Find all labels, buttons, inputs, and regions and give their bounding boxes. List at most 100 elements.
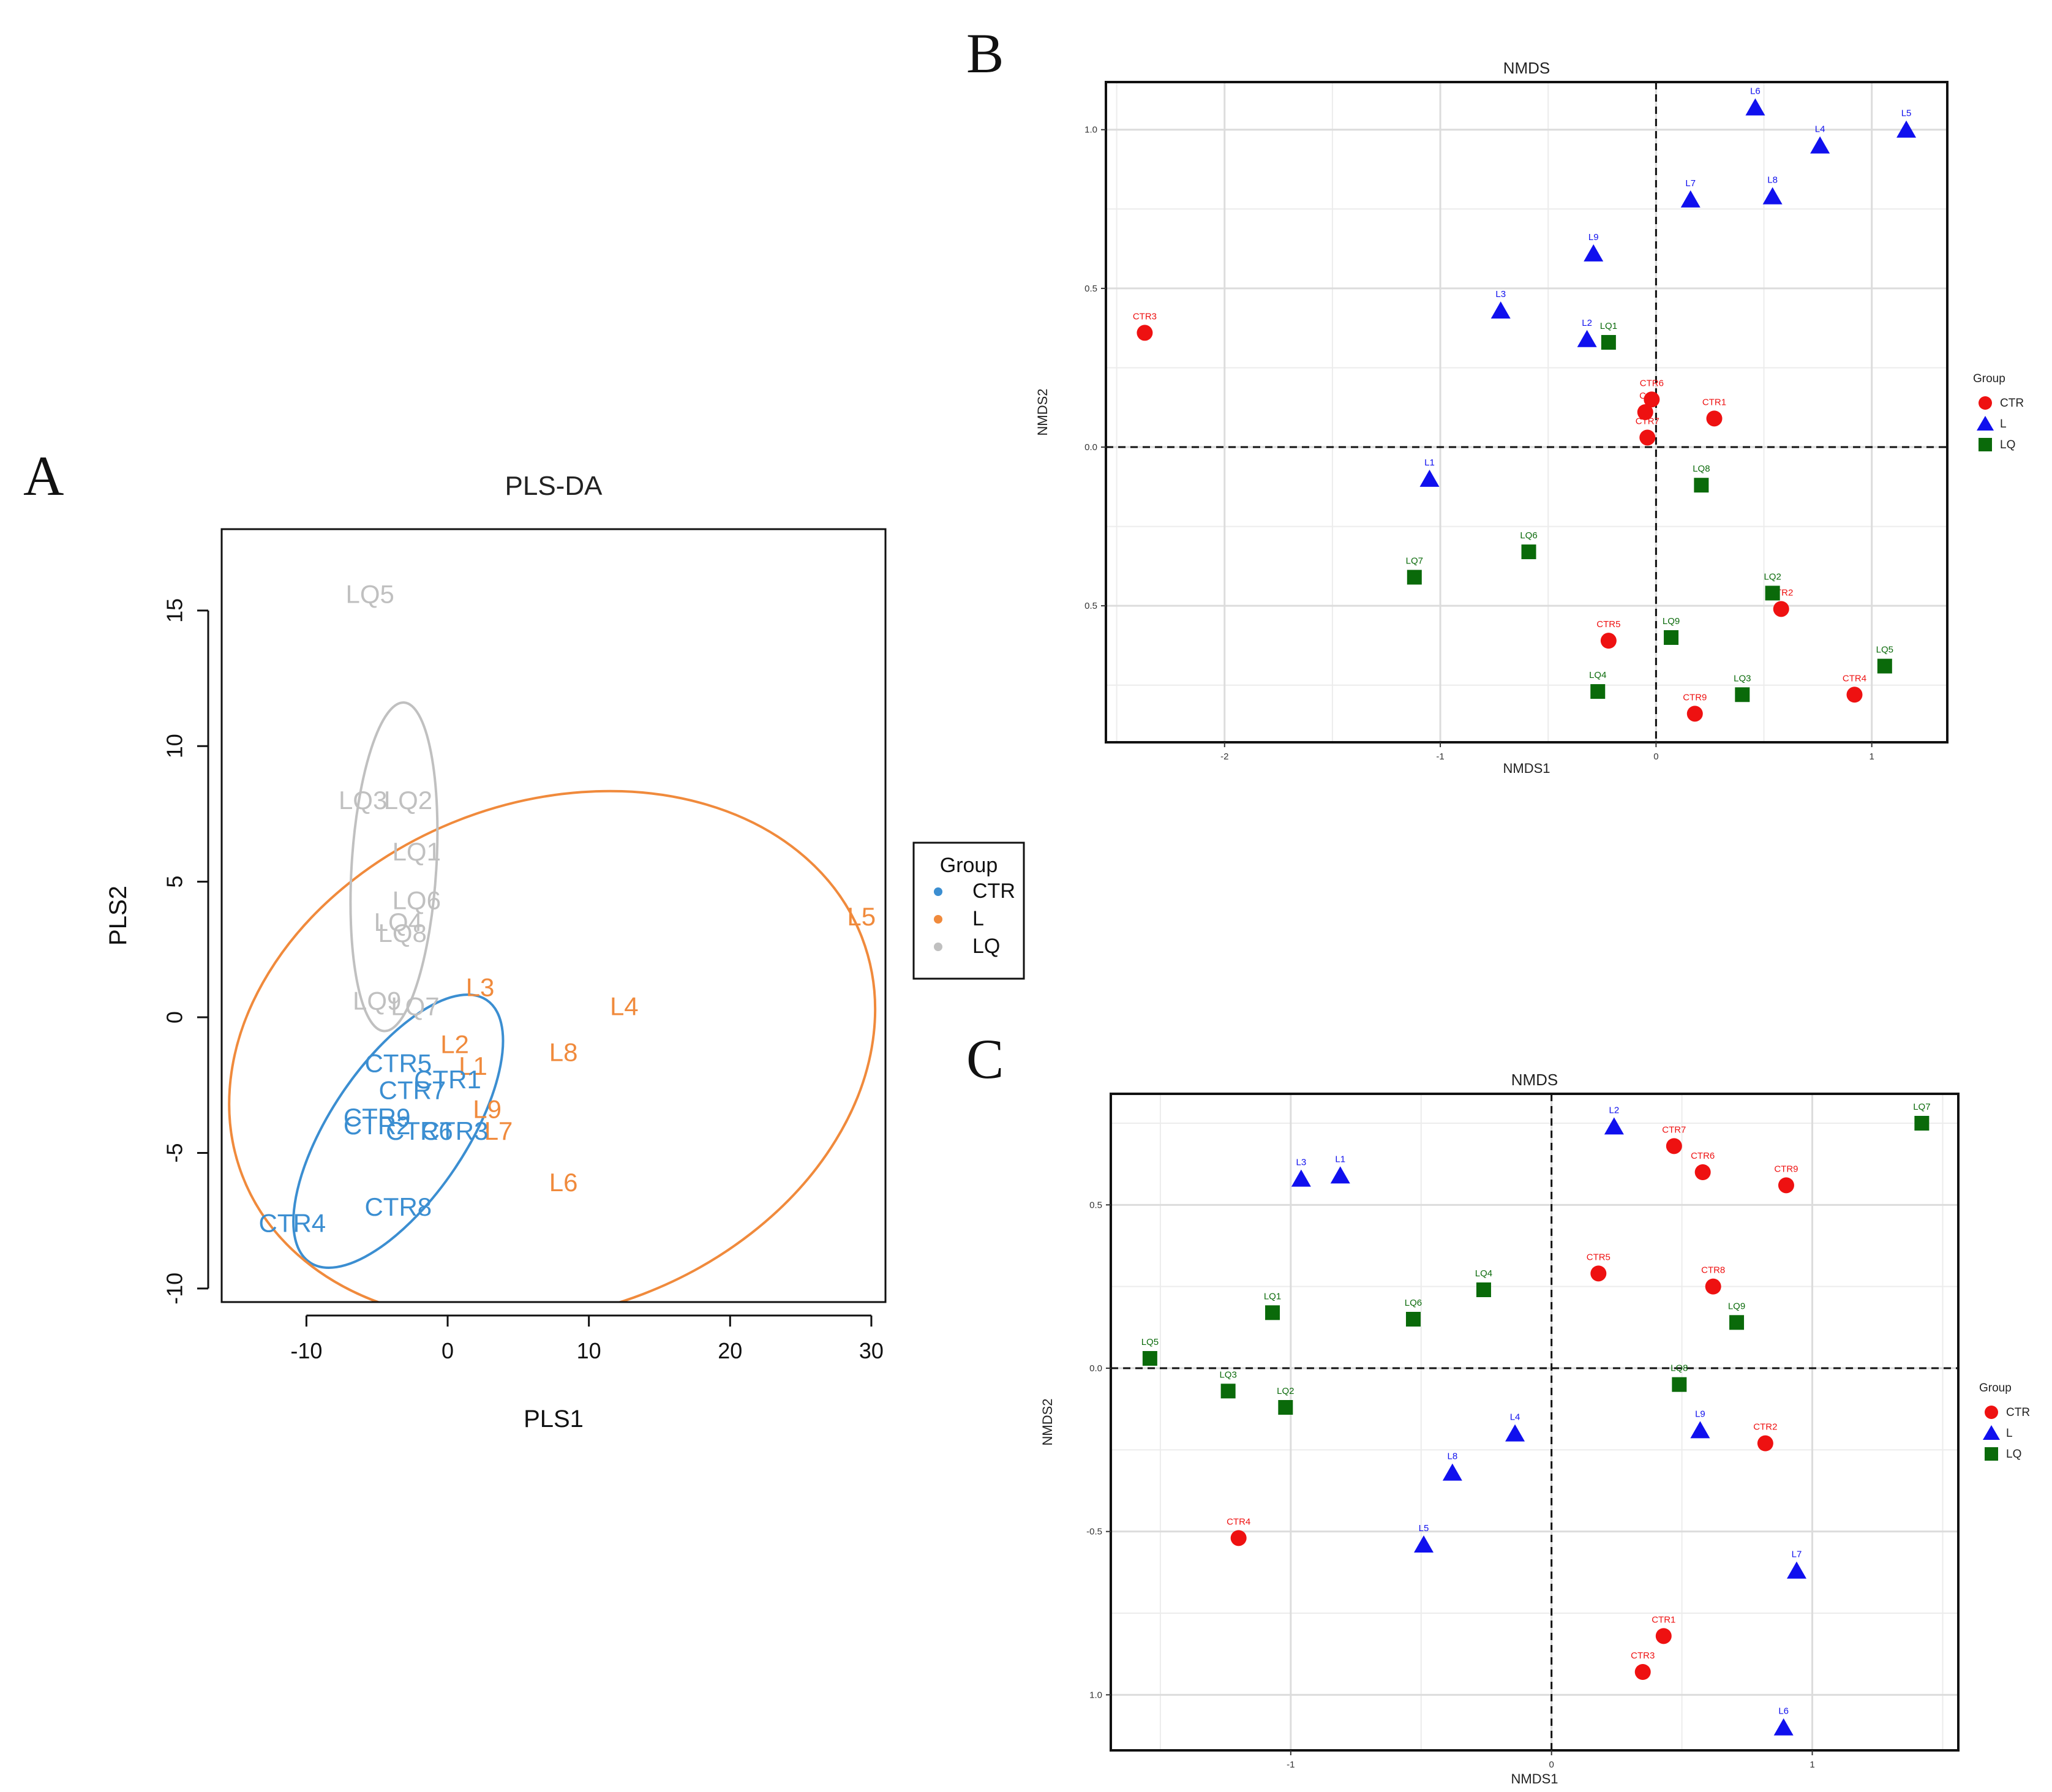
y-axis-title: NMDS2 [1035,388,1050,435]
legend-label-ctr: CTR [972,879,1015,903]
y-tick-label: 0.5 [1084,284,1097,294]
data-point-lq1 [1601,334,1616,350]
data-point-l9 [1584,244,1604,262]
data-point-ctr3 [1634,1664,1651,1680]
data-point-l4 [1505,1424,1525,1442]
plot-frame-b [1105,81,1949,744]
point-label-l1: L1 [1335,1154,1345,1164]
data-point-ctr2 [1757,1435,1773,1451]
y-tick-label: 10 [162,734,187,758]
legend-marker-ctr [1985,1406,1998,1419]
point-label-l1: L1 [1424,457,1435,468]
data-point-l3 [1291,1169,1311,1187]
y-tick-label: 0.0 [1089,1363,1102,1374]
x-axis-title: NMDS1 [1503,761,1550,776]
legend-marker-l [1983,1425,2000,1440]
y-tick-label: 0.5 [1084,601,1097,611]
panel-letter-a: A [23,445,64,507]
point-label-lq3: LQ3 [339,786,387,815]
point-label-l6: L6 [549,1168,578,1197]
point-label-l4: L4 [1815,124,1825,135]
point-label-lq6: LQ6 [1520,530,1537,541]
x-tick-label: 0 [1653,751,1658,762]
point-label-lq9: LQ9 [1728,1301,1745,1311]
data-point-ctr7 [1639,429,1656,446]
y-tick-label: -0.5 [1086,1527,1102,1537]
data-point-lq9 [1729,1315,1745,1330]
point-label-lq1: LQ1 [393,837,441,866]
confidence-ellipse-lq [349,701,439,1033]
data-point-lq4 [1590,684,1606,699]
pls-da-plot: PLS-DALQ1LQ2LQ3LQ4LQ5LQ6LQ7LQ8LQ9L1L2L3L… [105,471,1025,1432]
point-label-lq9: LQ9 [353,986,401,1015]
legend-marker-lq [1985,1447,1998,1461]
data-point-lq3 [1220,1384,1236,1399]
legend-box-a [912,841,1025,980]
chart-title: NMDS [1503,59,1550,77]
y-tick-label: 1.0 [1084,125,1097,135]
point-label-l7: L7 [1685,178,1696,189]
data-point-l6 [1745,98,1765,116]
legend-marker-lq [1979,438,1992,451]
point-label-ctr7: CTR7 [1662,1124,1686,1135]
data-point-ctr7 [1666,1138,1682,1154]
point-label-l9: L9 [1588,232,1599,243]
data-point-ctr5 [1590,1265,1607,1282]
x-tick-label: 10 [577,1338,601,1363]
data-point-ctr9 [1778,1177,1794,1194]
point-label-l1: L1 [459,1052,487,1080]
legend-title: Group [1979,1382,2012,1395]
grid-c [1111,1094,1958,1750]
point-label-ctr4: CTR4 [1227,1516,1250,1527]
point-label-lq4: LQ4 [1589,670,1606,680]
point-label-l3: L3 [1495,289,1506,299]
data-point-lq1 [1265,1305,1280,1320]
point-label-l6: L6 [1750,86,1761,96]
point-label-lq4: LQ4 [1475,1268,1492,1279]
y-tick-label: 0.5 [1089,1200,1102,1210]
point-label-l7: L7 [484,1116,513,1145]
point-label-ctr6: CTR6 [1691,1151,1715,1161]
data-point-lq2 [1278,1400,1293,1415]
point-label-l2: L2 [440,1030,469,1058]
data-point-lq6 [1521,544,1536,560]
plot-frame-a [220,528,887,1303]
data-point-ctr1 [1655,1628,1672,1644]
point-label-lq9: LQ9 [1663,616,1680,627]
point-label-ctr4: CTR4 [1843,673,1866,683]
data-point-l9 [1690,1421,1710,1439]
point-label-ctr1: CTR1 [1652,1614,1675,1625]
data-point-l1 [1419,469,1440,487]
y-tick-label: -5 [162,1143,187,1162]
ellipse-layer [228,701,877,1302]
point-label-ctr3: CTR3 [1133,311,1157,322]
point-label-l8: L8 [1448,1451,1458,1462]
panel-letter-b: B [966,22,1004,85]
confidence-ellipse-l [228,789,877,1302]
data-point-l1 [1330,1166,1350,1184]
data-point-ctr9 [1686,706,1703,722]
point-label-lq3: LQ3 [1219,1369,1236,1380]
x-tick-label: 0 [442,1338,454,1363]
point-label-lq7: LQ7 [1406,556,1423,567]
y-tick-label: 0 [162,1011,187,1023]
point-label-l6: L6 [1778,1706,1789,1717]
point-label-lq1: LQ1 [1600,321,1617,331]
point-label-lq3: LQ3 [1734,673,1751,683]
data-point-ctr2 [1773,601,1789,617]
point-label-ctr6: CTR6 [386,1116,453,1145]
x-tick-label: -1 [1287,1760,1295,1770]
point-label-lq7: LQ7 [1913,1102,1930,1112]
x-tick-label: 1 [1870,751,1874,762]
data-point-l5 [1414,1535,1434,1553]
point-label-ctr3: CTR3 [1631,1651,1655,1661]
point-label-lq8: LQ8 [1693,464,1710,474]
point-label-l3: L3 [1296,1158,1307,1168]
legend-marker-l [934,915,942,924]
data-point-lq6 [1405,1312,1421,1327]
legend-title: Group [1973,372,2005,385]
point-label-l9: L9 [1695,1409,1705,1419]
y-tick-label: 1.0 [1089,1690,1102,1700]
